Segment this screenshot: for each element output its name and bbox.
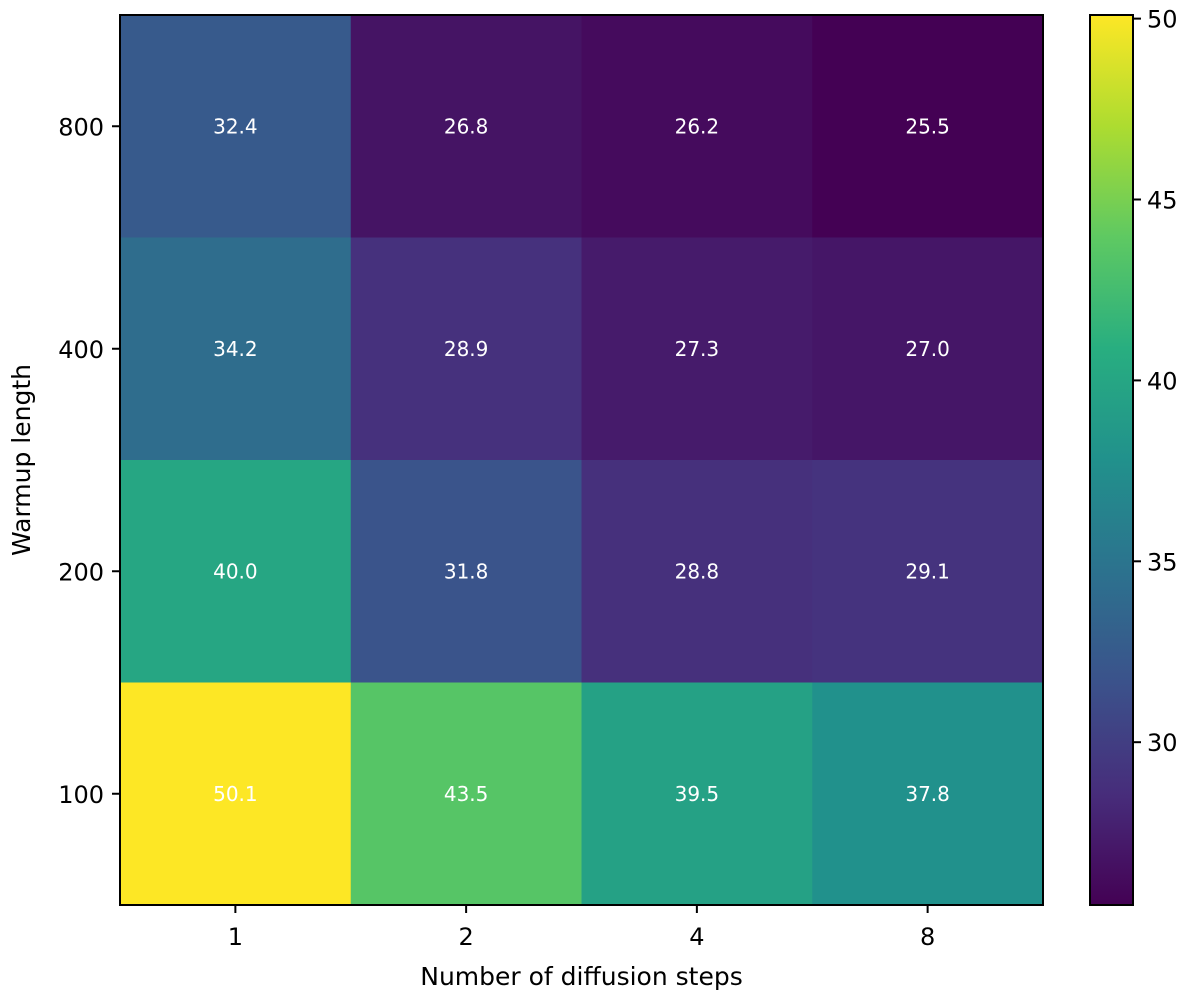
heatmap-cell-r2-c1 <box>350 460 582 683</box>
y-axis-title: Warmup length <box>7 364 36 556</box>
cell-value-label-r3-c0: 50.1 <box>213 782 258 806</box>
heatmap-cells <box>120 15 1044 906</box>
heatmap-cell-r1-c0 <box>120 237 352 461</box>
cell-value-labels: 32.4 26.8 26.2 25.5 34.2 28.9 27.3 27.0 40.0 31.8… <box>213 114 950 806</box>
cell-value-label-r1-c1: 28.9 <box>444 337 489 361</box>
cell-value-label-r2-c3: 29.1 <box>905 559 950 583</box>
plot-frame <box>119 14 1044 906</box>
heatmap-cell-r0-c2 <box>581 15 813 238</box>
cell-value-label-r3-c2: 39.5 <box>675 782 720 806</box>
y-tick-label-1: 400 <box>58 336 104 364</box>
x-tick-label-2: 4 <box>689 923 704 951</box>
heatmap-cell-r0-c3 <box>812 15 1044 238</box>
colorbar-axis: 30 35 40 45 50 <box>1133 6 1178 757</box>
heatmap-cell-r3-c0 <box>120 682 352 906</box>
y-tick-label-3: 100 <box>58 781 104 809</box>
cell-value-label-r0-c3: 25.5 <box>905 114 950 138</box>
cell-value-label-r2-c1: 31.8 <box>444 559 489 583</box>
heatmap-cell-r2-c3 <box>812 460 1044 683</box>
y-axis: 800 400 200 100 <box>58 113 120 809</box>
cell-value-label-r0-c1: 26.8 <box>444 114 489 138</box>
cell-value-label-r0-c2: 26.2 <box>675 114 720 138</box>
x-tick-label-0: 1 <box>228 923 243 951</box>
colorbar-tick-label-3: 45 <box>1147 187 1178 215</box>
colorbar-tick-label-4: 50 <box>1147 6 1178 34</box>
heatmap-cell-r1-c1 <box>350 237 582 461</box>
cell-value-label-r1-c3: 27.0 <box>905 337 950 361</box>
heatmap-cell-r3-c2 <box>581 682 813 906</box>
cell-value-label-r0-c0: 32.4 <box>213 114 258 138</box>
heatmap-cell-r2-c2 <box>581 460 813 683</box>
x-tick-label-3: 8 <box>920 923 935 951</box>
y-tick-label-0: 800 <box>58 113 104 141</box>
heatmap-cell-r3-c1 <box>350 682 582 906</box>
x-axis-title: Number of diffusion steps <box>420 962 742 991</box>
heatmap-cell-r3-c3 <box>812 682 1044 906</box>
cell-value-label-r2-c2: 28.8 <box>675 559 720 583</box>
heatmap-cell-r0-c0 <box>120 15 352 238</box>
cell-value-label-r3-c1: 43.5 <box>444 782 489 806</box>
colorbar-tick-label-1: 35 <box>1147 548 1178 576</box>
x-axis: 1 2 4 8 <box>228 905 935 951</box>
cell-value-label-r1-c0: 34.2 <box>213 337 258 361</box>
cell-value-label-r2-c0: 40.0 <box>213 559 258 583</box>
heatmap-cell-r1-c3 <box>812 237 1044 461</box>
cell-value-label-r1-c2: 27.3 <box>675 337 720 361</box>
y-tick-label-2: 200 <box>58 558 104 586</box>
heatmap-cell-r0-c1 <box>350 15 582 238</box>
x-tick-label-1: 2 <box>458 923 473 951</box>
colorbar <box>1089 14 1134 906</box>
heatmap-cell-r2-c0 <box>120 460 352 683</box>
heatmap-cell-r1-c2 <box>581 237 813 461</box>
colorbar-tick-label-2: 40 <box>1147 367 1178 395</box>
colorbar-tick-label-0: 30 <box>1147 729 1178 757</box>
cell-value-label-r3-c3: 37.8 <box>905 782 950 806</box>
